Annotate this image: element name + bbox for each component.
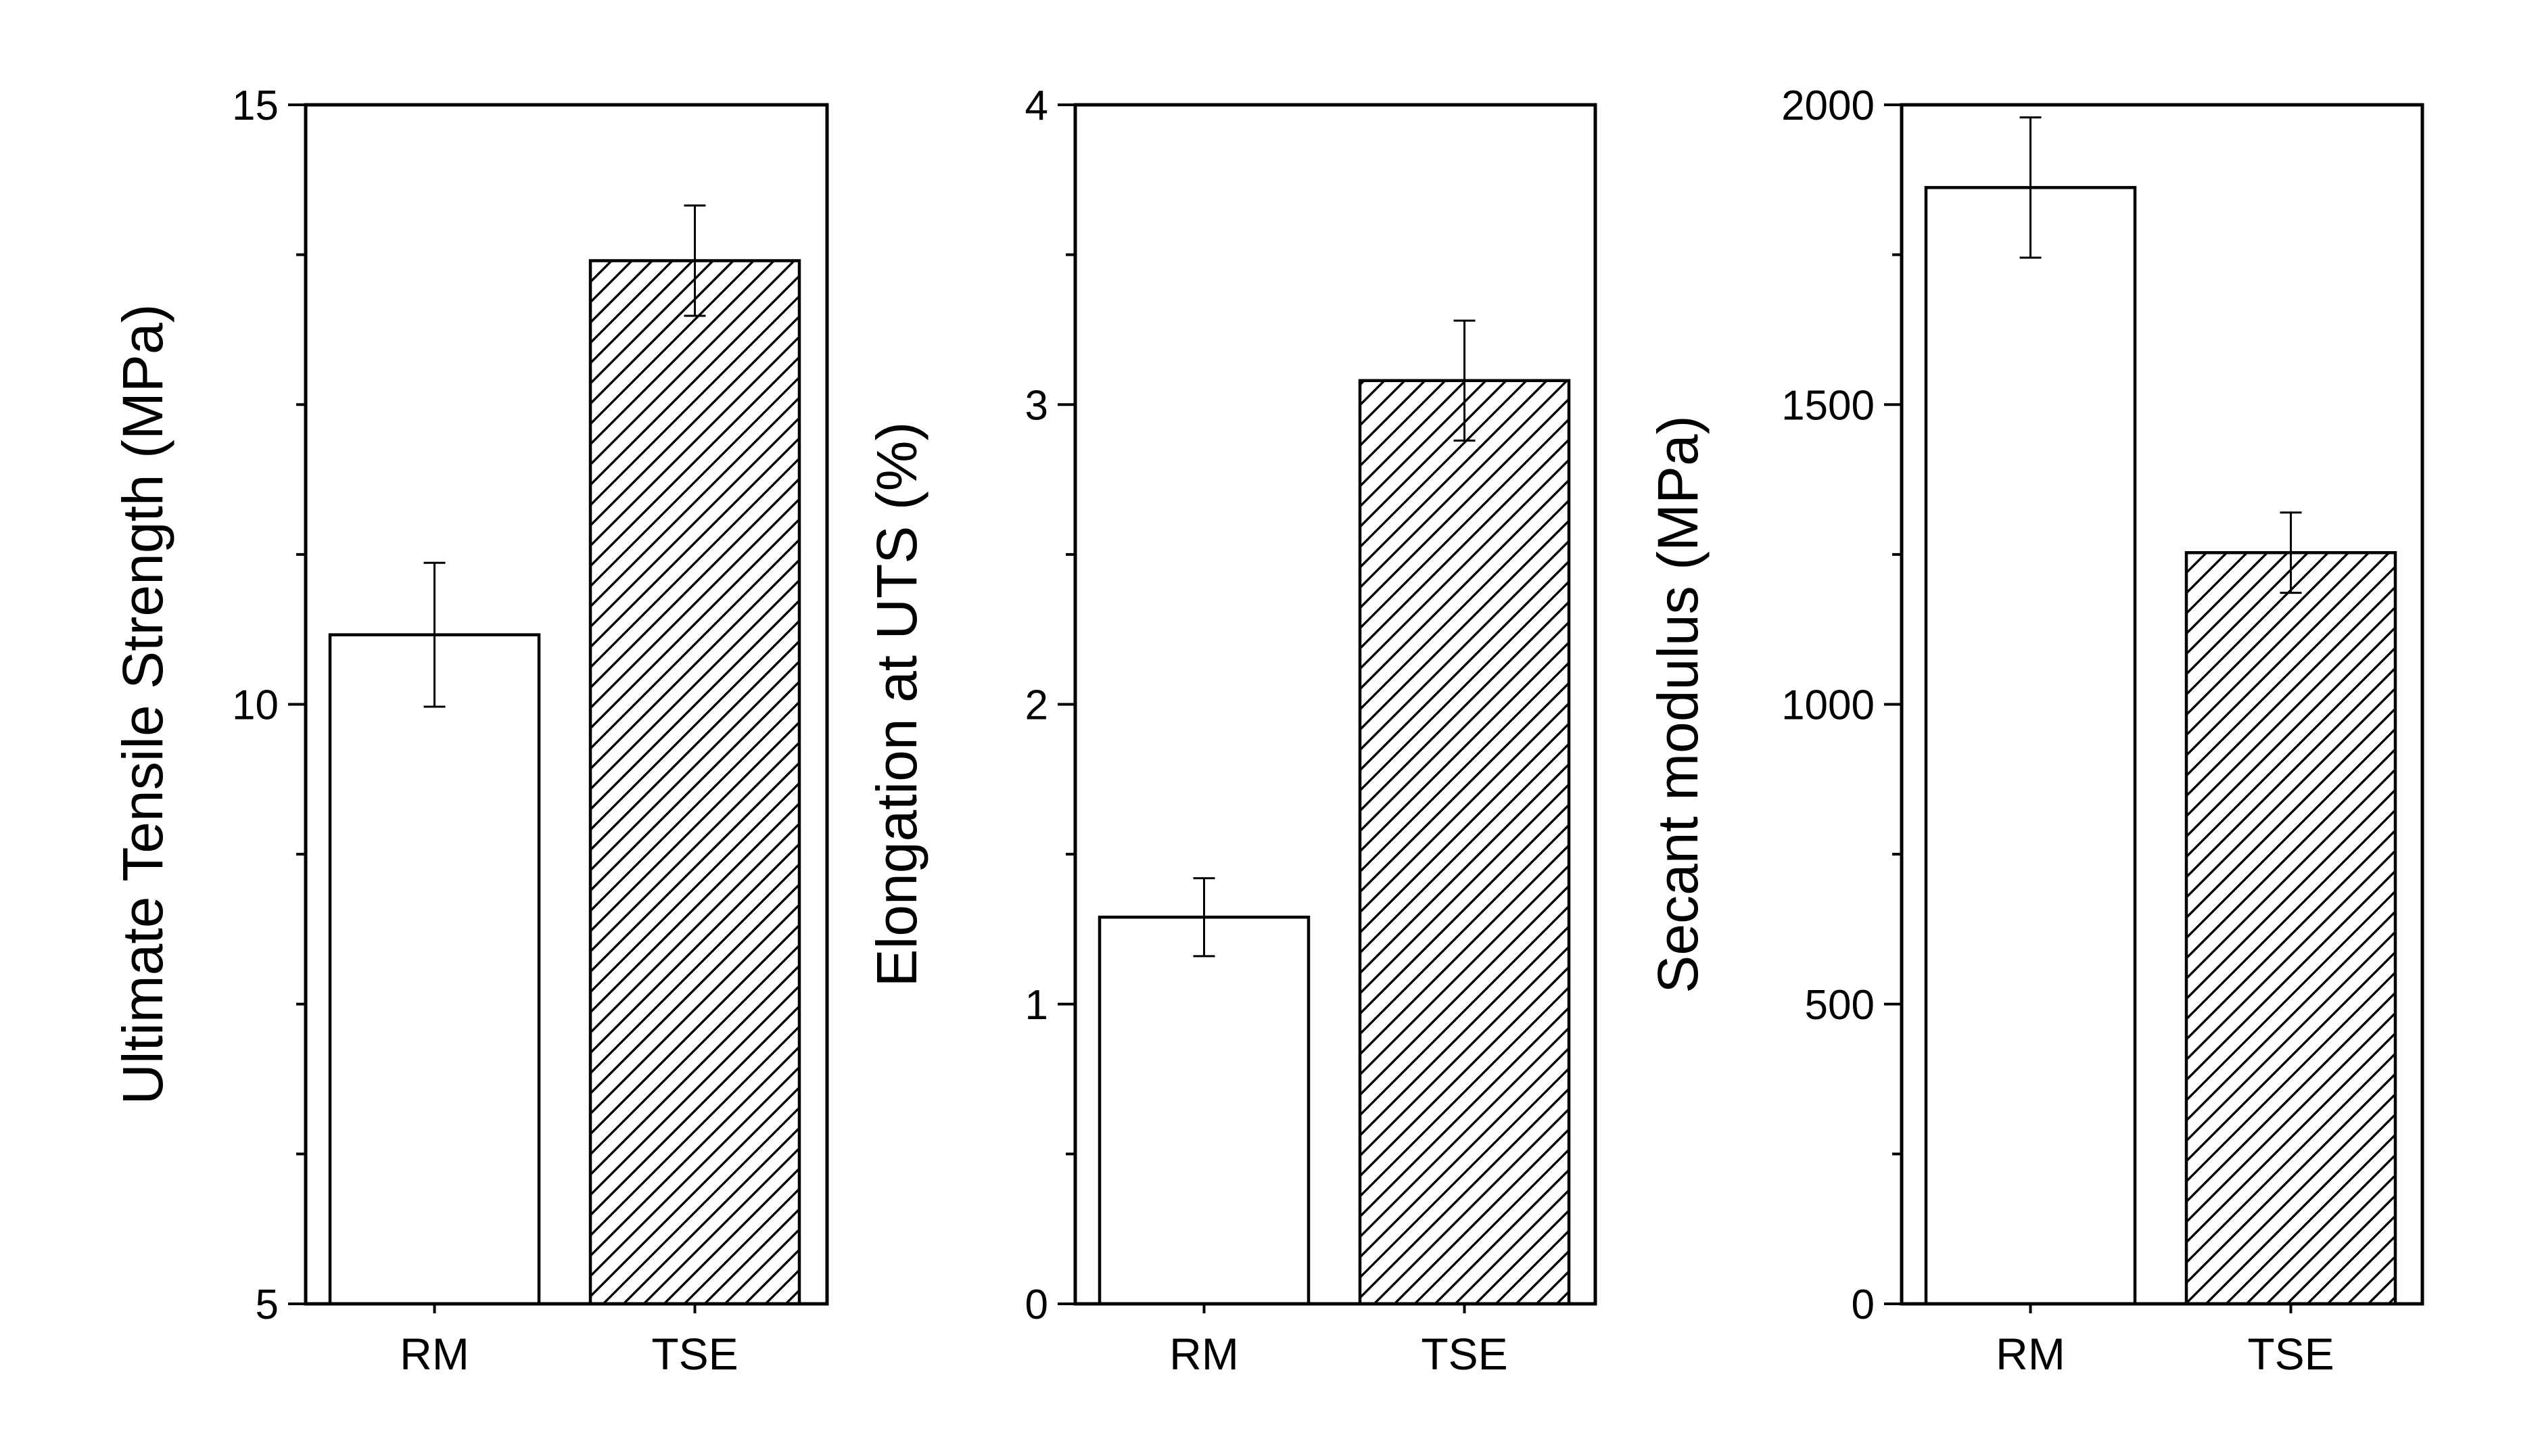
chart2-y-tick-label: 2 <box>1025 682 1048 729</box>
chart2-y-axis-title: Elongation at UTS (%) <box>865 422 929 987</box>
chart1-bar-tse <box>588 259 801 1306</box>
chart1-y-tick-label: 15 <box>232 83 279 129</box>
chart1-y-tick-label: 5 <box>256 1282 279 1328</box>
chart2-category-label: TSE <box>1421 1329 1507 1379</box>
chart3-y-tick-label: 2000 <box>1781 83 1875 129</box>
chart2-y-tick-label: 4 <box>1025 83 1048 129</box>
chart2-bar-tse <box>1358 379 1571 1306</box>
chart3-y-tick-label: 1000 <box>1781 682 1875 729</box>
chart1-y-tick-label: 10 <box>232 682 279 729</box>
chart2-y-tick-label: 3 <box>1025 382 1048 429</box>
chart3-category-label: TSE <box>2247 1329 2334 1379</box>
chart3-y-axis-title: Secant modulus (MPa) <box>1646 415 1710 993</box>
chart3-y-tick-label: 500 <box>1805 982 1875 1029</box>
chart2-category-label: RM <box>1169 1329 1239 1379</box>
chart3-category-label: RM <box>1996 1329 2065 1379</box>
chart2-y-tick-label: 0 <box>1025 1282 1048 1328</box>
chart3-bar-rm <box>1924 186 2137 1306</box>
chart3-y-tick-label: 1500 <box>1781 382 1875 429</box>
chart1-category-label: RM <box>400 1329 469 1379</box>
chart1-category-label: TSE <box>651 1329 738 1379</box>
chart1-y-axis-title: Ultimate Tensile Strength (MPa) <box>111 304 174 1104</box>
chart3-y-tick-label: 0 <box>1852 1282 1875 1328</box>
chart1-bar-rm <box>328 633 541 1306</box>
chart3-bar-tse <box>2184 550 2397 1306</box>
chart2-y-tick-label: 1 <box>1025 982 1048 1029</box>
chart2-bar-rm <box>1098 915 1311 1306</box>
